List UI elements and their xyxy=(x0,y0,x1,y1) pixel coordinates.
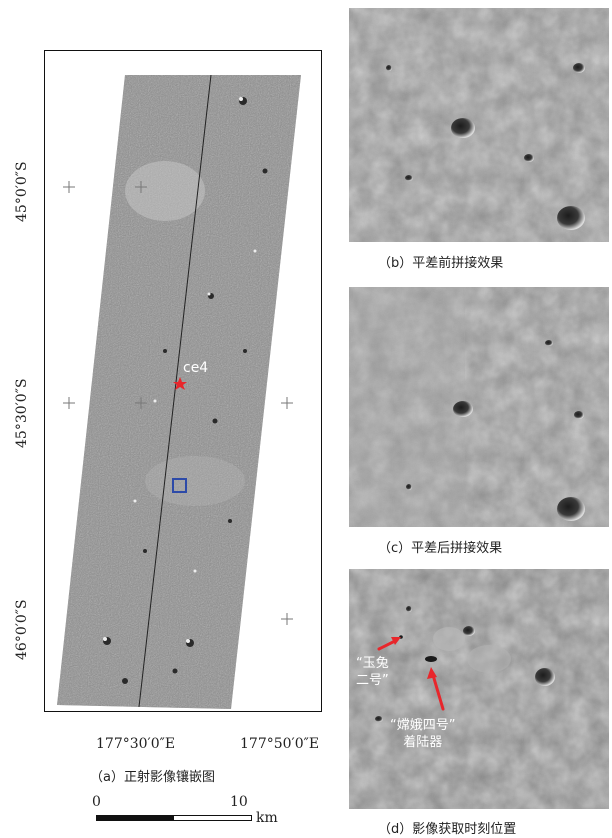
landing-site-star xyxy=(173,377,187,390)
scale-unit: km xyxy=(256,810,278,826)
caption-d: （d）影像获取时刻位置 xyxy=(378,822,517,837)
lat-label-45-00: 45°0′0″S xyxy=(14,161,30,222)
mosaic-image xyxy=(57,74,301,709)
rover-label-line1: “玉兔 xyxy=(356,656,389,671)
panel-c-image xyxy=(349,287,609,527)
lander-object xyxy=(425,656,437,662)
caption-b: （b）平差前拼接效果 xyxy=(378,256,504,271)
caption-c: （c）平差后拼接效果 xyxy=(378,541,503,556)
caption-a: （a）正射影像镶嵌图 xyxy=(90,770,215,785)
lander-label-line1: “嫦娥四号” xyxy=(390,718,456,733)
lander-arrow xyxy=(431,673,445,711)
landing-site-label: ce4 xyxy=(183,360,209,376)
rover-label: “玉兔 二号” xyxy=(356,655,389,689)
scale-start: 0 xyxy=(92,794,101,810)
panel-b-image xyxy=(349,8,609,242)
lat-label-46-00: 46°0′0″S xyxy=(14,599,30,660)
panel-d-image xyxy=(349,569,609,809)
scale-bar xyxy=(96,815,252,821)
lon-label-177-50: 177°50′0″E xyxy=(240,736,320,752)
region-of-interest-box xyxy=(172,478,187,493)
mosaic-map-frame xyxy=(44,50,322,712)
lander-label: “嫦娥四号” 着陆器 xyxy=(390,717,455,751)
lat-label-45-30: 45°30′0″S xyxy=(14,378,30,448)
lon-label-177-30: 177°30′0″E xyxy=(96,736,176,752)
lander-label-line2: 着陆器 xyxy=(403,735,443,750)
rover-label-line2: 二号” xyxy=(356,673,389,688)
scale-end: 10 xyxy=(230,794,248,810)
